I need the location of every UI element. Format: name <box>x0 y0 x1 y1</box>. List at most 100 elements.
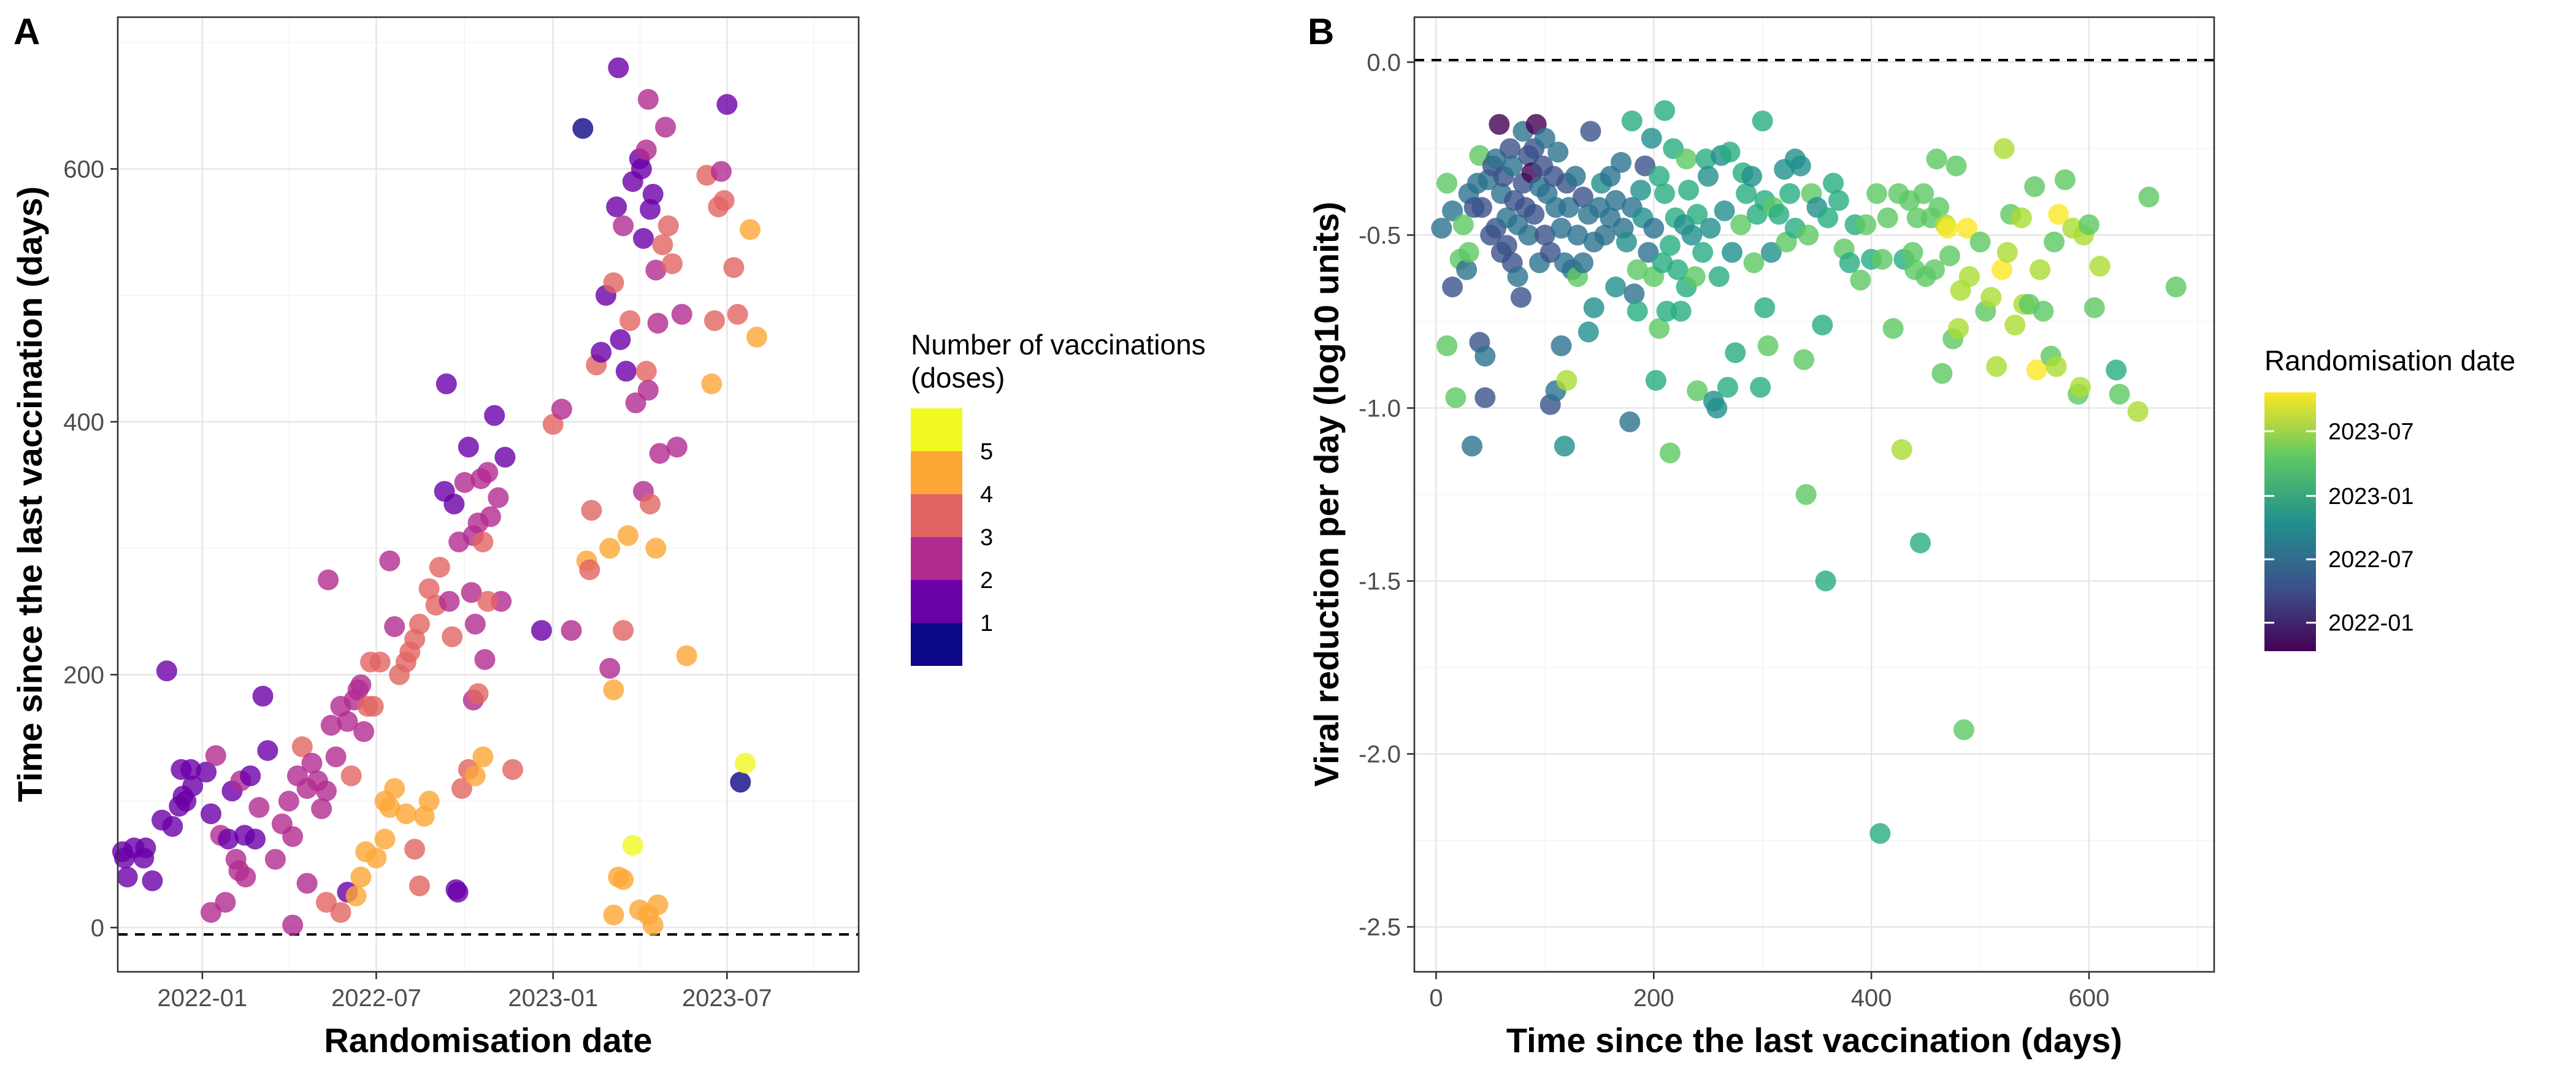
a-data-point <box>739 219 761 240</box>
a-x-tick-label: 2022-07 <box>331 985 421 1012</box>
b-data-point <box>1556 370 1577 391</box>
a-y-tick-label: 200 <box>63 662 104 689</box>
b-data-point <box>1939 245 1960 267</box>
a-data-point <box>723 257 745 278</box>
colorbar-tick-label: 2023-01 <box>2328 484 2413 510</box>
a-data-point <box>443 493 465 514</box>
b-data-point <box>1993 138 2015 159</box>
b-data-point <box>1583 297 1604 318</box>
b-data-point <box>1627 259 1648 280</box>
b-data-point <box>1501 155 1523 177</box>
a-data-point <box>320 714 342 736</box>
panel-a-legend-title-line-2: (doses) <box>911 362 1005 394</box>
b-data-point <box>1798 224 1819 246</box>
a-data-point <box>502 759 523 781</box>
a-data-point <box>439 590 460 612</box>
a-data-point <box>657 215 679 237</box>
b-data-point <box>2078 214 2099 235</box>
a-data-point <box>384 616 405 638</box>
b-data-point <box>1611 151 1632 173</box>
legend-key-swatch <box>911 494 962 537</box>
a-x-tick-label: 2023-07 <box>682 985 772 1012</box>
a-data-point <box>182 775 204 796</box>
a-data-point <box>311 798 332 819</box>
panel-a-grid <box>118 17 859 972</box>
b-data-point <box>1654 183 1676 204</box>
b-data-point <box>1839 252 1860 273</box>
b-y-tick-label: 0.0 <box>1367 49 1401 76</box>
b-data-point <box>1871 248 1893 270</box>
a-data-point <box>603 904 624 926</box>
a-data-point <box>384 777 405 799</box>
a-data-point <box>619 310 641 331</box>
a-data-point <box>645 259 667 281</box>
b-data-point <box>1645 370 1666 391</box>
a-data-point <box>418 790 440 812</box>
a-data-point <box>318 569 339 590</box>
b-data-point <box>1670 300 1692 322</box>
a-data-point <box>248 796 270 818</box>
b-data-point <box>1957 218 1978 239</box>
b-data-point <box>1698 166 1719 187</box>
a-data-point <box>245 828 266 850</box>
a-data-point <box>730 771 751 793</box>
a-data-point <box>635 139 657 161</box>
a-y-tick-label: 400 <box>63 409 104 436</box>
b-data-point <box>2026 359 2047 381</box>
a-data-point <box>301 752 323 774</box>
a-data-point <box>488 487 509 508</box>
b-data-point <box>1496 235 1517 256</box>
panel-b-y-ticks: 0.0 -0.5 -1.0 -1.5 -2.0 -2.5 <box>1359 49 1414 941</box>
b-data-point <box>1605 277 1627 298</box>
b-data-point <box>1928 197 1950 218</box>
b-data-point <box>1681 224 1703 246</box>
panel-a-border <box>117 16 860 973</box>
b-data-point <box>1790 155 1811 177</box>
panel-a-points <box>112 57 767 936</box>
a-data-point <box>647 894 669 915</box>
a-data-point <box>608 57 629 78</box>
b-data-point <box>1795 484 1817 505</box>
b-data-point <box>1619 411 1641 433</box>
a-data-point <box>264 849 286 870</box>
b-data-point <box>1924 259 1945 280</box>
a-data-point <box>278 790 299 812</box>
a-data-point <box>142 870 163 892</box>
a-data-point <box>404 838 426 860</box>
a-data-point <box>622 834 643 856</box>
a-data-point <box>315 781 337 802</box>
b-data-point <box>1717 376 1738 398</box>
a-data-point <box>296 873 318 894</box>
b-data-point <box>1815 570 1836 592</box>
b-data-point <box>1436 335 1458 356</box>
a-data-point <box>464 765 486 787</box>
panel-a-x-ticks: 2022-01 2022-07 2023-01 2023-07 <box>157 972 772 1012</box>
b-y-tick-label: -2.5 <box>1359 914 1401 941</box>
a-data-point <box>458 437 479 458</box>
a-data-point <box>200 803 221 825</box>
a-data-point <box>615 361 637 382</box>
b-data-point <box>1730 214 1752 235</box>
b-data-point <box>1654 100 1676 121</box>
b-data-point <box>1456 259 1478 280</box>
b-x-tick-label: 400 <box>1851 985 1892 1012</box>
panel-b-grid <box>1414 17 2214 972</box>
b-data-point <box>1945 155 1967 177</box>
a-data-point <box>637 89 659 110</box>
b-data-point <box>1687 204 1708 225</box>
b-y-tick-label: -2.0 <box>1359 741 1401 768</box>
colorbar-tick-label: 2023-07 <box>2328 419 2413 445</box>
a-data-point <box>610 329 631 350</box>
a-data-point <box>252 685 274 707</box>
b-data-point <box>1572 186 1593 208</box>
panel-a-legend: Number of vaccinations (doses) 5 4 3 2 1 <box>911 329 1206 666</box>
a-data-point <box>240 765 261 787</box>
colorbar-tick-label: 2022-01 <box>2328 611 2413 636</box>
a-data-point <box>366 847 387 869</box>
b-data-point <box>1474 345 1496 367</box>
a-data-point <box>215 892 236 913</box>
a-data-point <box>640 493 661 514</box>
b-data-point <box>1969 231 1991 253</box>
a-data-point <box>205 745 226 766</box>
b-data-point <box>1750 376 1771 398</box>
